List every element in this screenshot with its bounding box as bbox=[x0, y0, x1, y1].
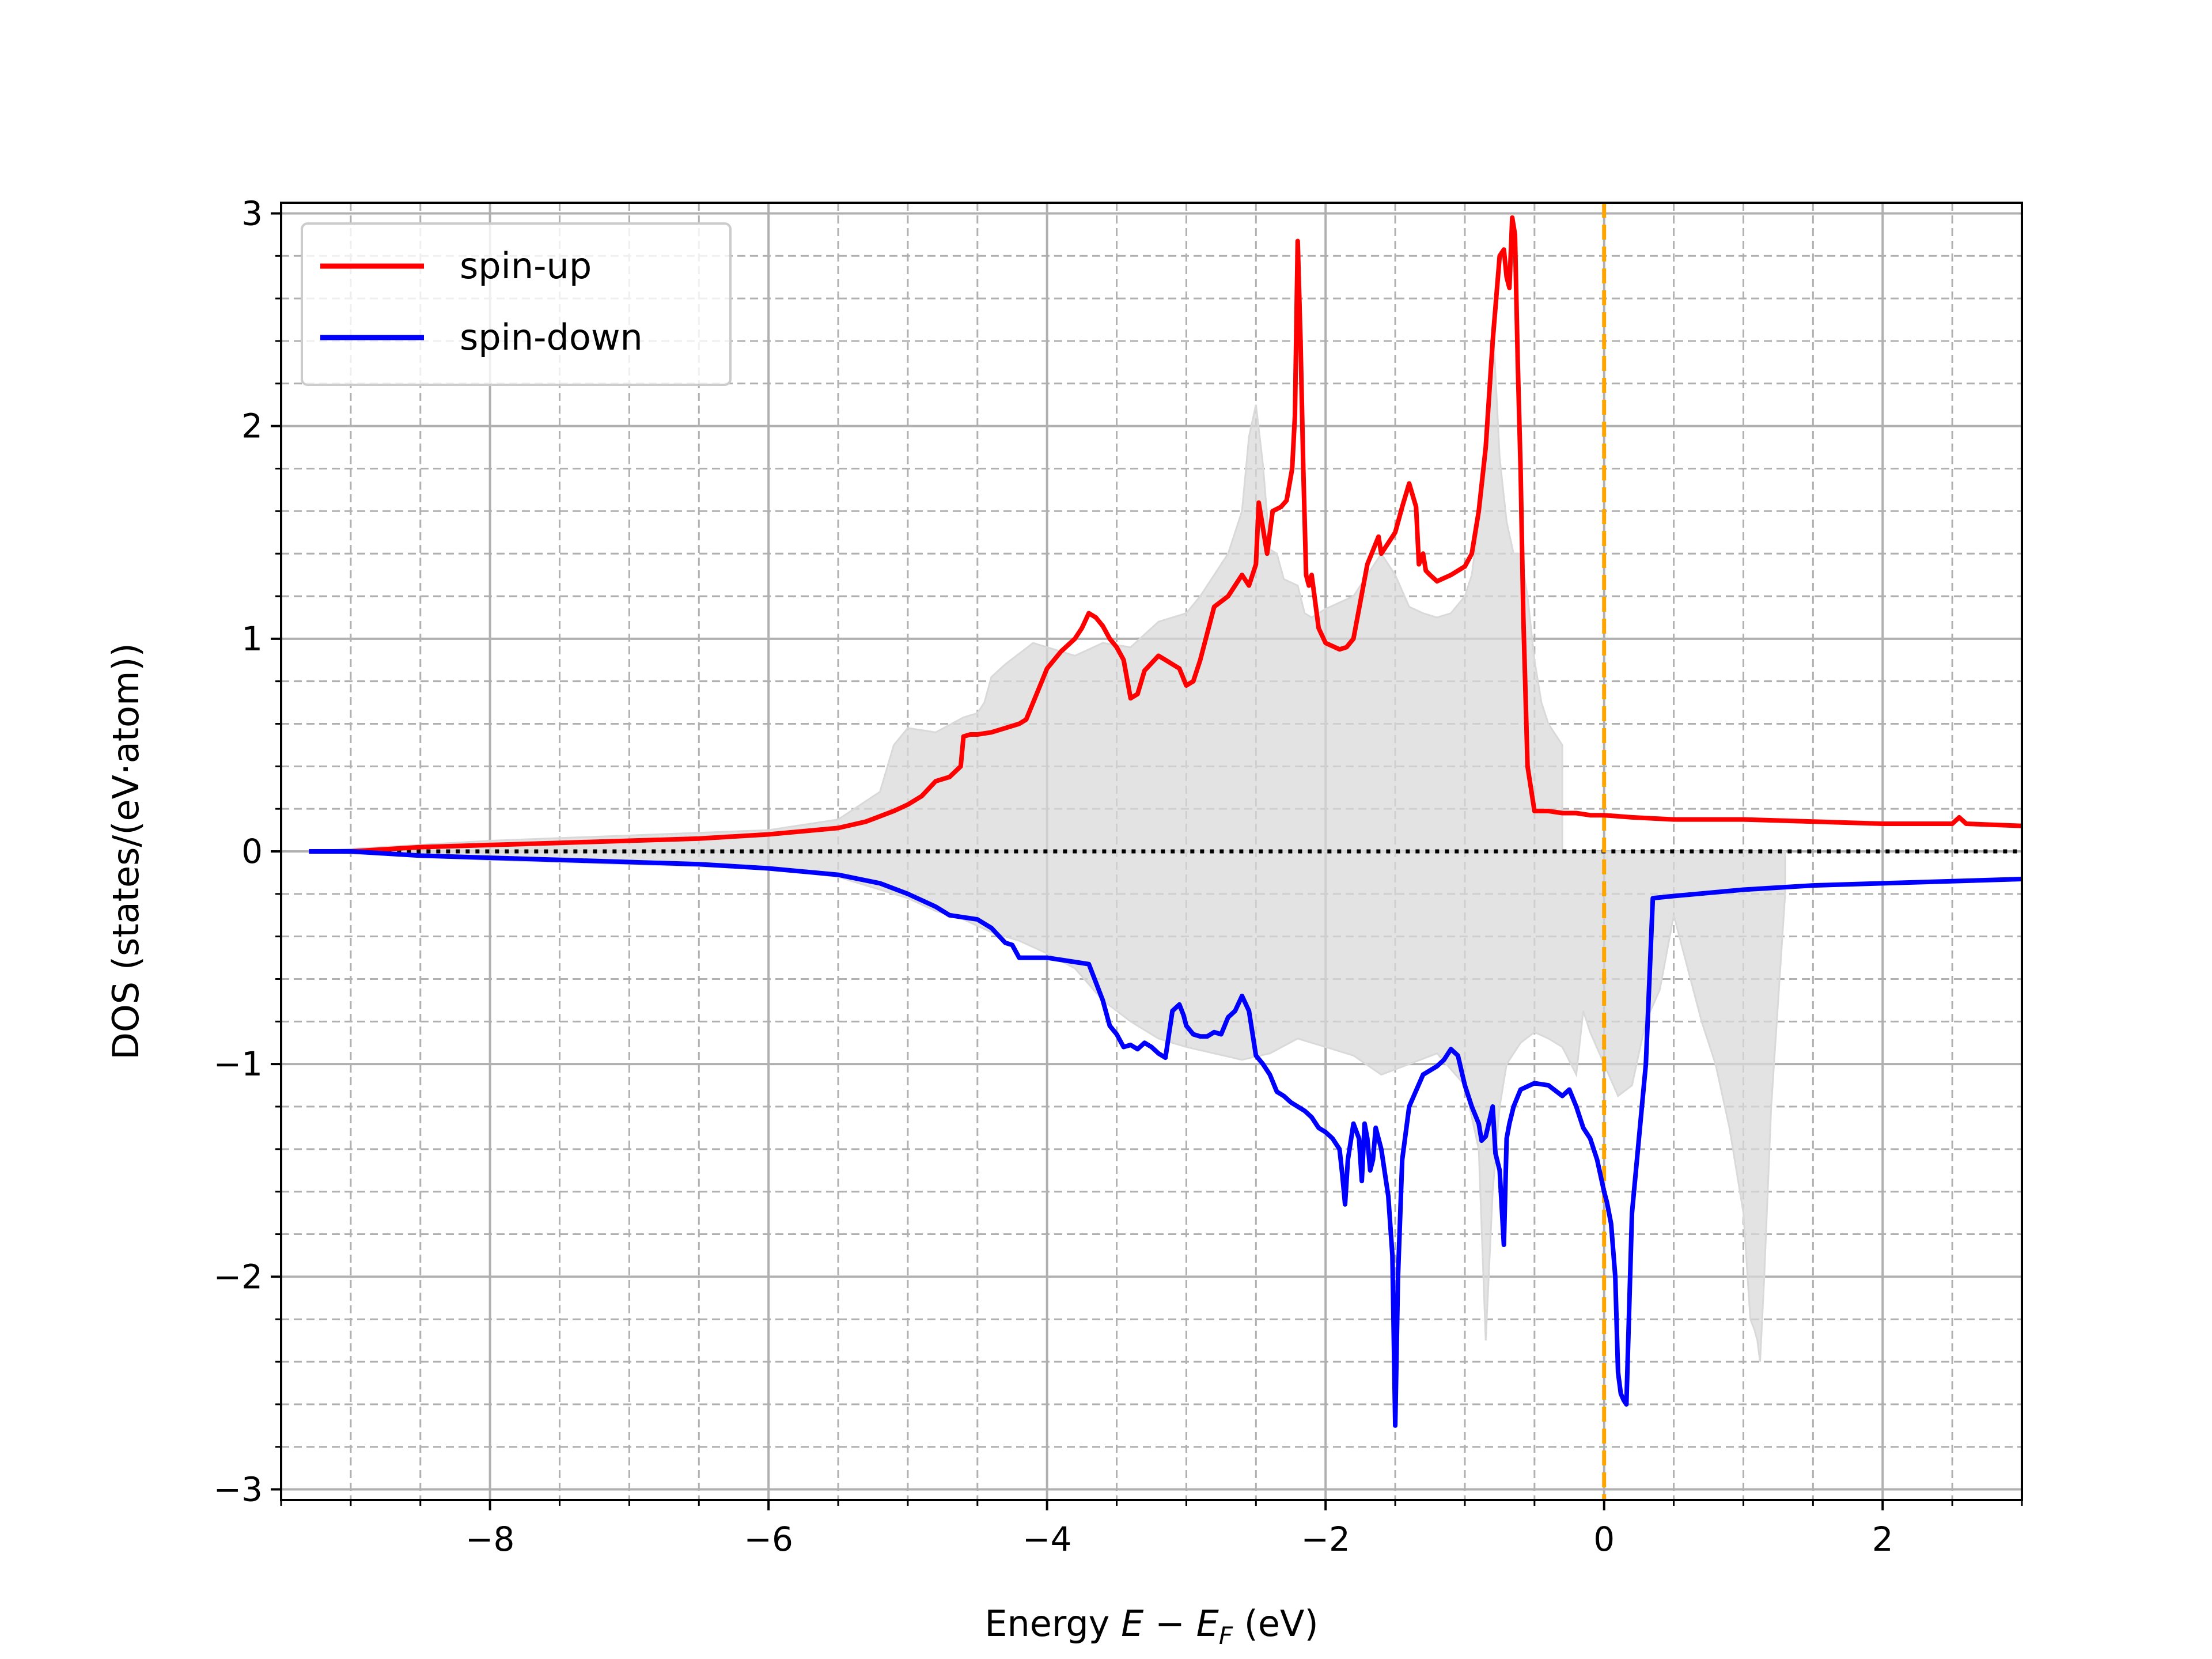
series-line-spin-down bbox=[309, 849, 2022, 1428]
y-tick-label: 3 bbox=[241, 194, 263, 233]
y-tick-label: 1 bbox=[241, 619, 263, 658]
x-tick-label: 2 bbox=[1872, 1520, 1893, 1559]
reference-fill-up bbox=[309, 319, 1563, 853]
y-tick-label: 2 bbox=[241, 407, 263, 446]
tick-labels: −8 −6 −4 −2 0 2 −3 −2 −1 0 1 2 3 bbox=[214, 194, 1893, 1559]
x-axis-label: Energy E − EF (eV) bbox=[984, 1603, 1318, 1650]
x-tick-label: −6 bbox=[744, 1520, 793, 1559]
y-tick-label: −2 bbox=[214, 1257, 263, 1296]
y-axis-label: DOS (states/(eV·atom)) bbox=[105, 643, 147, 1060]
y-tick-label: −3 bbox=[214, 1470, 263, 1509]
legend: spin-up spin-down bbox=[301, 222, 732, 386]
x-tick-label: −2 bbox=[1301, 1520, 1350, 1559]
y-tick-label: 0 bbox=[241, 832, 263, 871]
x-tick-label: −8 bbox=[465, 1520, 515, 1559]
x-tick-label: 0 bbox=[1593, 1520, 1615, 1559]
y-tick-label: −1 bbox=[214, 1044, 263, 1084]
tick-marks bbox=[271, 212, 2023, 1510]
legend-label-spin-up: spin-up bbox=[460, 245, 592, 287]
series-line-spin-up bbox=[309, 215, 2022, 854]
legend-label-spin-down: spin-down bbox=[460, 316, 643, 358]
x-tick-label: −4 bbox=[1022, 1520, 1072, 1559]
series-lines bbox=[309, 215, 2022, 1428]
